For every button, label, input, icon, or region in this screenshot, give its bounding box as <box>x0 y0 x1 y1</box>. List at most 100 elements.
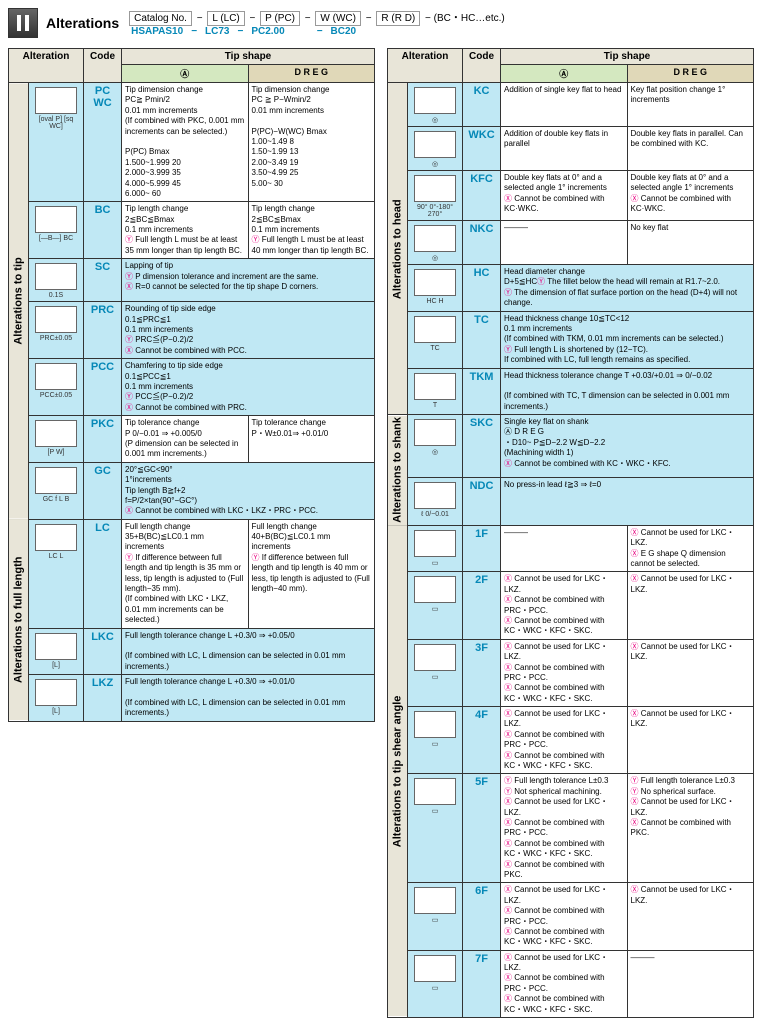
desc-a-cell: Double key flats at 0° and a selected an… <box>501 171 627 221</box>
desc-cell: Rounding of tip side edge0.1≦PRC≦10.1 mm… <box>122 302 375 359</box>
desc-d-cell: Double key flats in parallel. Can be com… <box>627 127 754 171</box>
diagram-cell: ▭ <box>408 707 463 774</box>
hdr-shape-d: D R E G <box>248 65 375 83</box>
code-cell: PCWC <box>84 83 122 202</box>
desc-cell: Head thickness tolerance change T +0.03/… <box>501 368 754 415</box>
code-cell: 5F <box>463 774 501 883</box>
code-cell: KC <box>463 83 501 127</box>
hdr-shape-d: D R E G <box>627 65 754 83</box>
code-cell: LKZ <box>84 675 122 722</box>
desc-d-cell: Double key flats at 0° and a selected an… <box>627 171 754 221</box>
code-cell: LKC <box>84 628 122 675</box>
diagram-cell: [L] <box>29 628 84 675</box>
hdr-alteration: Alteration <box>388 49 463 83</box>
desc-cell: Chamfering to tip side edge0.1≦PCC≦10.1 … <box>122 359 375 416</box>
code-cell: 1F <box>463 525 501 572</box>
hdr-code: Code <box>84 49 122 83</box>
diagram-cell: ◎ <box>408 83 463 127</box>
code-cell: HC <box>463 265 501 312</box>
diagram-cell: HC H <box>408 265 463 312</box>
desc-d-cell: Tip length change2≦BC≦Bmax0.1 mm increme… <box>248 202 375 259</box>
code-cell: KFC <box>463 171 501 221</box>
right-table-column: Alteration Code Tip shape Ⓐ D R E G Alte… <box>387 48 754 1018</box>
section-label: Alterations to head <box>388 83 408 415</box>
desc-cell: Head diameter changeD+5≦HCⓎ The fillet b… <box>501 265 754 312</box>
code-cell: TC <box>463 311 501 368</box>
section-label: Alterations to tip shear angle <box>388 525 408 1017</box>
alterations-icon <box>8 8 38 38</box>
diagram-cell: 90° 0°-180° 270° <box>408 171 463 221</box>
code-cell: SC <box>84 259 122 302</box>
code-cell: LC <box>84 519 122 628</box>
desc-a-cell: Addition of single key flat to head <box>501 83 627 127</box>
section-label: Alterations to full length <box>9 519 29 721</box>
diagram-cell: GC f L B <box>29 462 84 519</box>
diagram-cell: ▭ <box>408 950 463 1017</box>
diagram-cell: ◎ <box>408 221 463 265</box>
desc-a-cell: Tip length change2≦BC≦Bmax0.1 mm increme… <box>122 202 248 259</box>
desc-a-cell: Ⓧ Cannot be used for LKC・LKZ.Ⓧ Cannot be… <box>501 572 627 639</box>
desc-cell: Single key flat on shankⒶ D R E G・D10~ P… <box>501 415 754 478</box>
code-cell: NDC <box>463 478 501 526</box>
diagram-cell: ▭ <box>408 525 463 572</box>
code-cell: 4F <box>463 707 501 774</box>
desc-a-cell: Ⓨ Full length tolerance L±0.3Ⓨ Not spher… <box>501 774 627 883</box>
code-cell: SKC <box>463 415 501 478</box>
diagram-cell: T <box>408 368 463 415</box>
code-cell: NKC <box>463 221 501 265</box>
desc-d-cell: No key flat <box>627 221 754 265</box>
diagram-cell: ▭ <box>408 883 463 950</box>
hdr-code: Code <box>463 49 501 83</box>
diagram-cell: [—B—] BC <box>29 202 84 259</box>
desc-a-cell: Tip tolerance changeP 0/−0.01 ⇒ +0.005/0… <box>122 416 248 463</box>
diagram-cell: PCC±0.05 <box>29 359 84 416</box>
code-cell: 6F <box>463 883 501 950</box>
desc-a-cell: ——— <box>501 525 627 572</box>
diagram-cell: ▭ <box>408 572 463 639</box>
diagram-cell: LC L <box>29 519 84 628</box>
order-row-1: Catalog No. − L (LC) − P (PC) − W (WC) −… <box>127 9 505 24</box>
desc-a-cell: Ⓧ Cannot be used for LKC・LKZ.Ⓧ Cannot be… <box>501 707 627 774</box>
code-cell: 2F <box>463 572 501 639</box>
code-cell: GC <box>84 462 122 519</box>
desc-a-cell: Full length change35+B(BC)≦LC0.1 mm incr… <box>122 519 248 628</box>
hdr-shape-a: Ⓐ <box>122 65 248 83</box>
section-label: Alterations to shank <box>388 415 408 526</box>
left-table-column: Alteration Code Tip shape Ⓐ D R E G Alte… <box>8 48 375 1018</box>
code-cell: BC <box>84 202 122 259</box>
section-label: Alterations to tip <box>9 83 29 520</box>
hdr-tipshape: Tip shape <box>501 49 754 65</box>
diagram-cell: ℓ 0/−0.01 <box>408 478 463 526</box>
desc-d-cell: ——— <box>627 950 754 1017</box>
catalog-order-example: Catalog No. − L (LC) − P (PC) − W (WC) −… <box>127 9 505 37</box>
code-cell: TKM <box>463 368 501 415</box>
desc-a-cell: Ⓧ Cannot be used for LKC・LKZ.Ⓧ Cannot be… <box>501 883 627 950</box>
page-header: Alterations Catalog No. − L (LC) − P (PC… <box>8 8 754 38</box>
desc-d-cell: Ⓨ Full length tolerance L±0.3Ⓨ No spheri… <box>627 774 754 883</box>
desc-a-cell: Ⓧ Cannot be used for LKC・LKZ.Ⓧ Cannot be… <box>501 639 627 706</box>
hdr-alteration: Alteration <box>9 49 84 83</box>
page-title: Alterations <box>46 15 119 31</box>
desc-cell: Full length tolerance change L +0.3/0 ⇒ … <box>122 675 375 722</box>
diagram-cell: 0.1S <box>29 259 84 302</box>
diagram-cell: [oval P] [sq WC] <box>29 83 84 202</box>
diagram-cell: ◎ <box>408 127 463 171</box>
diagram-cell: ▭ <box>408 639 463 706</box>
desc-a-cell: Ⓧ Cannot be used for LKC・LKZ.Ⓧ Cannot be… <box>501 950 627 1017</box>
desc-a-cell: ——— <box>501 221 627 265</box>
desc-cell: No press-in lead ℓ≧3 ⇒ ℓ=0 <box>501 478 754 526</box>
hdr-tipshape: Tip shape <box>122 49 375 65</box>
code-cell: 3F <box>463 639 501 706</box>
code-cell: PCC <box>84 359 122 416</box>
desc-a-cell: Addition of double key flats in parallel <box>501 127 627 171</box>
diagram-cell: ◎ <box>408 415 463 478</box>
diagram-cell: TC <box>408 311 463 368</box>
code-cell: WKC <box>463 127 501 171</box>
code-cell: PRC <box>84 302 122 359</box>
desc-d-cell: Key flat position change 1° increments <box>627 83 754 127</box>
diagram-cell: PRC±0.05 <box>29 302 84 359</box>
desc-d-cell: Ⓧ Cannot be used for LKC・LKZ. <box>627 883 754 950</box>
desc-d-cell: Ⓧ Cannot be used for LKC・LKZ. <box>627 707 754 774</box>
code-cell: 7F <box>463 950 501 1017</box>
diagram-cell: ▭ <box>408 774 463 883</box>
